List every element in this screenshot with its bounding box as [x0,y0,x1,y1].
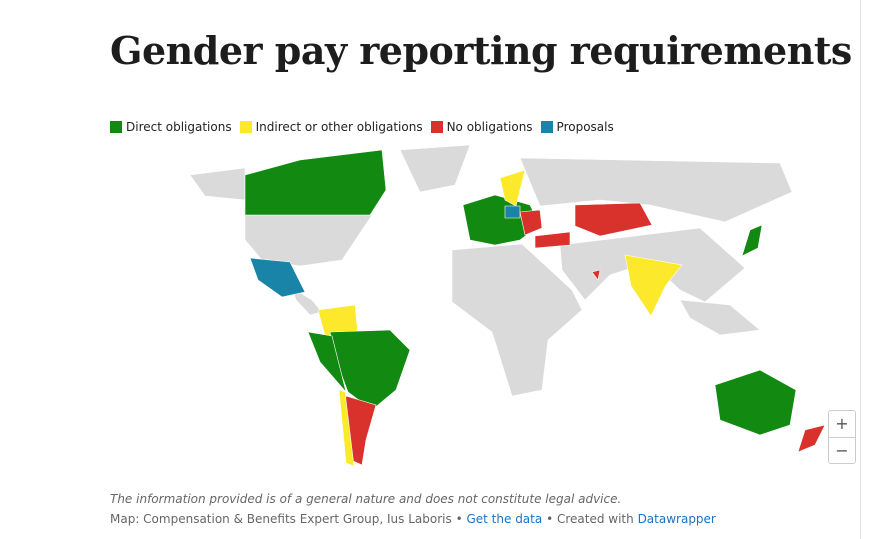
country [534,231,571,249]
country [591,269,601,281]
countries [244,149,826,467]
footer: The information provided is of a general… [110,489,716,529]
legend-item: Proposals [540,120,614,134]
title: Gender pay reporting requirements [110,28,852,73]
legend-item: No obligations [430,120,533,134]
datawrapper-link[interactable]: Datawrapper [637,512,716,526]
get-data-link[interactable]: Get the data [466,512,543,526]
country [307,331,347,393]
legend-swatch [239,121,252,133]
zoom-control[interactable]: + − [828,410,856,464]
country [574,202,653,237]
legend-item: Indirect or other obligations [239,120,423,134]
country [797,424,826,453]
footnote: The information provided is of a general… [110,492,622,506]
country [504,205,521,219]
legend-swatch [110,121,122,133]
legend-item: Direct obligations [110,120,232,134]
country [741,224,763,257]
zoom-out[interactable]: − [829,437,855,464]
country [249,257,306,298]
legend-label: No obligations [446,120,533,134]
separator: • [455,512,463,526]
legend-label: Proposals [556,120,614,134]
source-line: Map: Compensation & Benefits Expert Grou… [110,509,716,529]
created-with: Created with [556,512,634,526]
country [714,369,797,436]
legend-swatch [430,121,443,133]
zoom-in[interactable]: + [835,414,849,433]
land [189,144,793,397]
country [244,149,387,216]
legend-label: Direct obligations [126,120,232,134]
source: Map: Compensation & Benefits Expert Grou… [110,512,452,526]
legend-label: Indirect or other obligations [255,120,423,134]
page-edge [860,0,861,539]
legend-swatch [540,121,553,133]
separator: • [546,512,554,526]
country [624,254,683,317]
country [338,389,355,467]
map [189,144,826,467]
country [519,209,543,236]
legend: Direct obligations Indirect or other obli… [110,120,614,134]
